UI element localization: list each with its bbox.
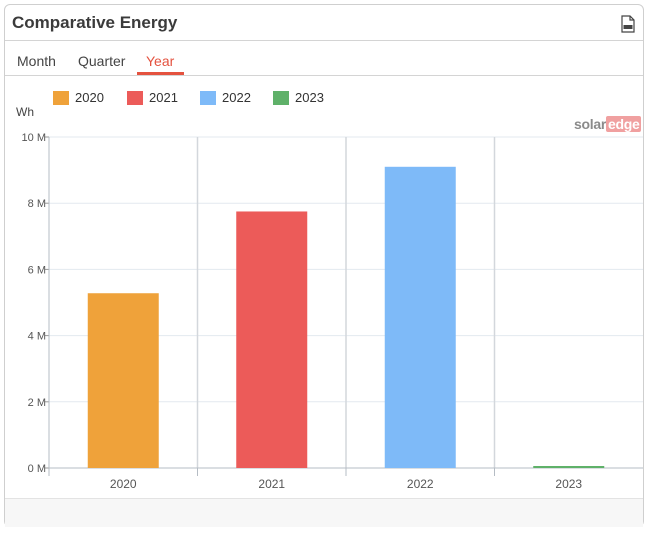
y-tick-label: 2 M — [28, 397, 46, 409]
legend-swatch — [273, 90, 289, 105]
panel-header: Comparative Energy — [5, 5, 643, 41]
legend-swatch — [127, 90, 143, 105]
panel-footer — [5, 498, 643, 527]
active-tab-underline — [137, 72, 184, 75]
legend-item-2023[interactable]: 2023 — [273, 90, 324, 105]
x-tick-label: 2020 — [110, 477, 137, 491]
y-tick-label: 8 M — [28, 198, 46, 210]
legend-label: 2022 — [222, 90, 251, 105]
legend-label: 2021 — [149, 90, 178, 105]
bar-2022 — [384, 166, 456, 469]
solaredge-logo: solar edge — [574, 116, 642, 132]
period-tabs: Month Quarter Year — [5, 41, 643, 76]
tab-month[interactable]: Month — [17, 53, 56, 69]
y-tick-label: 6 M — [28, 264, 46, 276]
x-tick-label: 2022 — [407, 477, 434, 491]
bar-2020 — [87, 293, 159, 468]
bar-2021 — [236, 211, 308, 468]
x-tick-label: 2023 — [555, 477, 582, 491]
legend-swatch — [200, 90, 216, 105]
legend-label: 2023 — [295, 90, 324, 105]
legend-item-2021[interactable]: 2021 — [127, 90, 178, 105]
legend-swatch — [53, 90, 69, 105]
tab-quarter[interactable]: Quarter — [78, 53, 126, 69]
panel-title: Comparative Energy — [12, 13, 178, 32]
y-tick-label: 4 M — [28, 331, 46, 343]
x-tick-label: 2021 — [258, 477, 285, 491]
y-axis-unit: Wh — [16, 105, 34, 119]
y-tick-label: 10 M — [22, 132, 46, 144]
bar-2023 — [533, 466, 605, 468]
tab-year[interactable]: Year — [146, 53, 175, 69]
y-tick-label: 0 M — [28, 463, 46, 475]
legend-item-2022[interactable]: 2022 — [200, 90, 251, 105]
legend-item-2020[interactable]: 2020 — [53, 90, 104, 105]
csv-export-icon[interactable] — [621, 15, 635, 33]
legend-label: 2020 — [75, 90, 104, 105]
